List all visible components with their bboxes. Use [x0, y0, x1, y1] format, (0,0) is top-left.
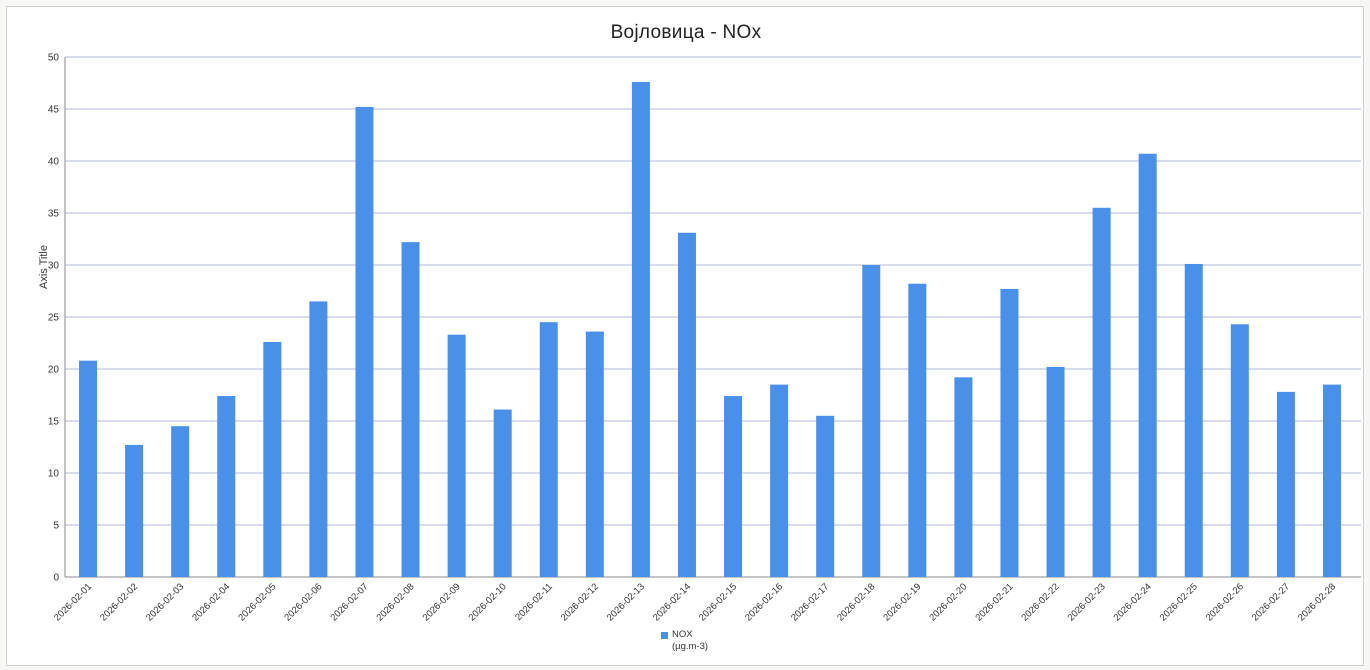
x-tick-label: 2026-02-18 [835, 581, 877, 623]
x-tick-label: 2026-02-09 [421, 581, 463, 623]
bar [493, 409, 512, 577]
x-tick-label: 2026-02-22 [1020, 581, 1062, 623]
y-tick-label: 15 [48, 417, 60, 428]
x-tick-label: 2026-02-26 [1204, 581, 1246, 623]
y-tick-label: 45 [48, 105, 60, 116]
bar [770, 384, 789, 577]
x-tick-label: 2026-02-12 [559, 581, 601, 623]
y-tick-label: 10 [48, 469, 60, 480]
bar [631, 81, 650, 578]
x-tick-label: 2026-02-07 [328, 581, 370, 623]
x-tick-label: 2026-02-25 [1158, 581, 1200, 623]
bar [1184, 263, 1203, 577]
x-tick-label: 2026-02-15 [697, 581, 739, 623]
legend-series-name: NOX [672, 629, 693, 640]
x-tick-label: 2026-02-24 [1112, 581, 1154, 623]
legend: NOX (µg.m-3) [661, 629, 708, 652]
x-tick-label: 2026-02-27 [1250, 581, 1292, 623]
bar [125, 444, 144, 577]
x-tick-label: 2026-02-08 [375, 581, 417, 623]
y-tick-label: 5 [53, 521, 59, 532]
y-axis-label: Axis Title [38, 245, 50, 289]
y-tick-label: 50 [48, 53, 60, 64]
bar [954, 377, 973, 577]
x-tick-label: 2026-02-03 [144, 581, 186, 623]
grid-lines [65, 56, 1361, 526]
bar [309, 301, 328, 577]
bar [677, 232, 696, 577]
x-tick-label: 2026-02-06 [282, 581, 324, 623]
bar [171, 426, 190, 577]
y-tick-label: 20 [48, 365, 60, 376]
chart-title: Војловица - NOx [610, 22, 762, 43]
bar [816, 415, 835, 577]
y-tick-label: 0 [53, 573, 59, 584]
x-tick-label: 2026-02-23 [1066, 581, 1108, 623]
bar [724, 396, 743, 577]
bar [585, 331, 604, 577]
bar [1322, 384, 1341, 577]
y-tick-label: 35 [48, 209, 60, 220]
x-tick-label: 2026-02-05 [236, 581, 278, 623]
legend-swatch [661, 632, 668, 639]
x-tick-label: 2026-02-16 [743, 581, 785, 623]
x-tick-label: 2026-02-01 [52, 581, 94, 623]
x-tick-label: 2026-02-11 [513, 581, 555, 623]
y-tick-label: 40 [48, 157, 60, 168]
y-tick-label: 25 [48, 313, 60, 324]
x-tick-labels: 2026-02-01 2026-02-02 2026-02-03 2026-02-04… [52, 581, 1338, 623]
chart-frame: Војловица - NOx 0 5 10 15 20 25 30 35 40 45 50 202… [6, 6, 1364, 666]
bar [1276, 391, 1295, 577]
bar [539, 322, 558, 577]
bar [1000, 288, 1019, 577]
bar [355, 106, 374, 578]
bar [862, 265, 881, 577]
bar [1230, 324, 1249, 577]
bar [263, 341, 282, 577]
bar [217, 396, 236, 577]
bar [1092, 207, 1111, 578]
x-tick-label: 2026-02-17 [789, 581, 831, 623]
legend-series-unit: (µg.m-3) [672, 641, 708, 652]
bar [401, 242, 420, 577]
x-tick-label: 2026-02-02 [98, 581, 140, 623]
x-tick-label: 2026-02-20 [927, 581, 969, 623]
x-tick-label: 2026-02-14 [651, 581, 693, 623]
x-tick-label: 2026-02-19 [881, 581, 923, 623]
y-tick-label: 30 [48, 261, 60, 272]
y-tick-labels: 0 5 10 15 20 25 30 35 40 45 50 [48, 53, 60, 584]
x-tick-label: 2026-02-21 [973, 581, 1015, 623]
bar [1046, 366, 1065, 577]
bars [79, 81, 1341, 578]
x-tick-label: 2026-02-10 [467, 581, 509, 623]
x-tick-label: 2026-02-04 [190, 581, 232, 623]
x-tick-label: 2026-02-28 [1296, 581, 1338, 623]
bar [1138, 153, 1157, 577]
x-tick-label: 2026-02-13 [605, 581, 647, 623]
bar [447, 334, 466, 577]
bar [79, 360, 98, 577]
bar [908, 283, 927, 577]
